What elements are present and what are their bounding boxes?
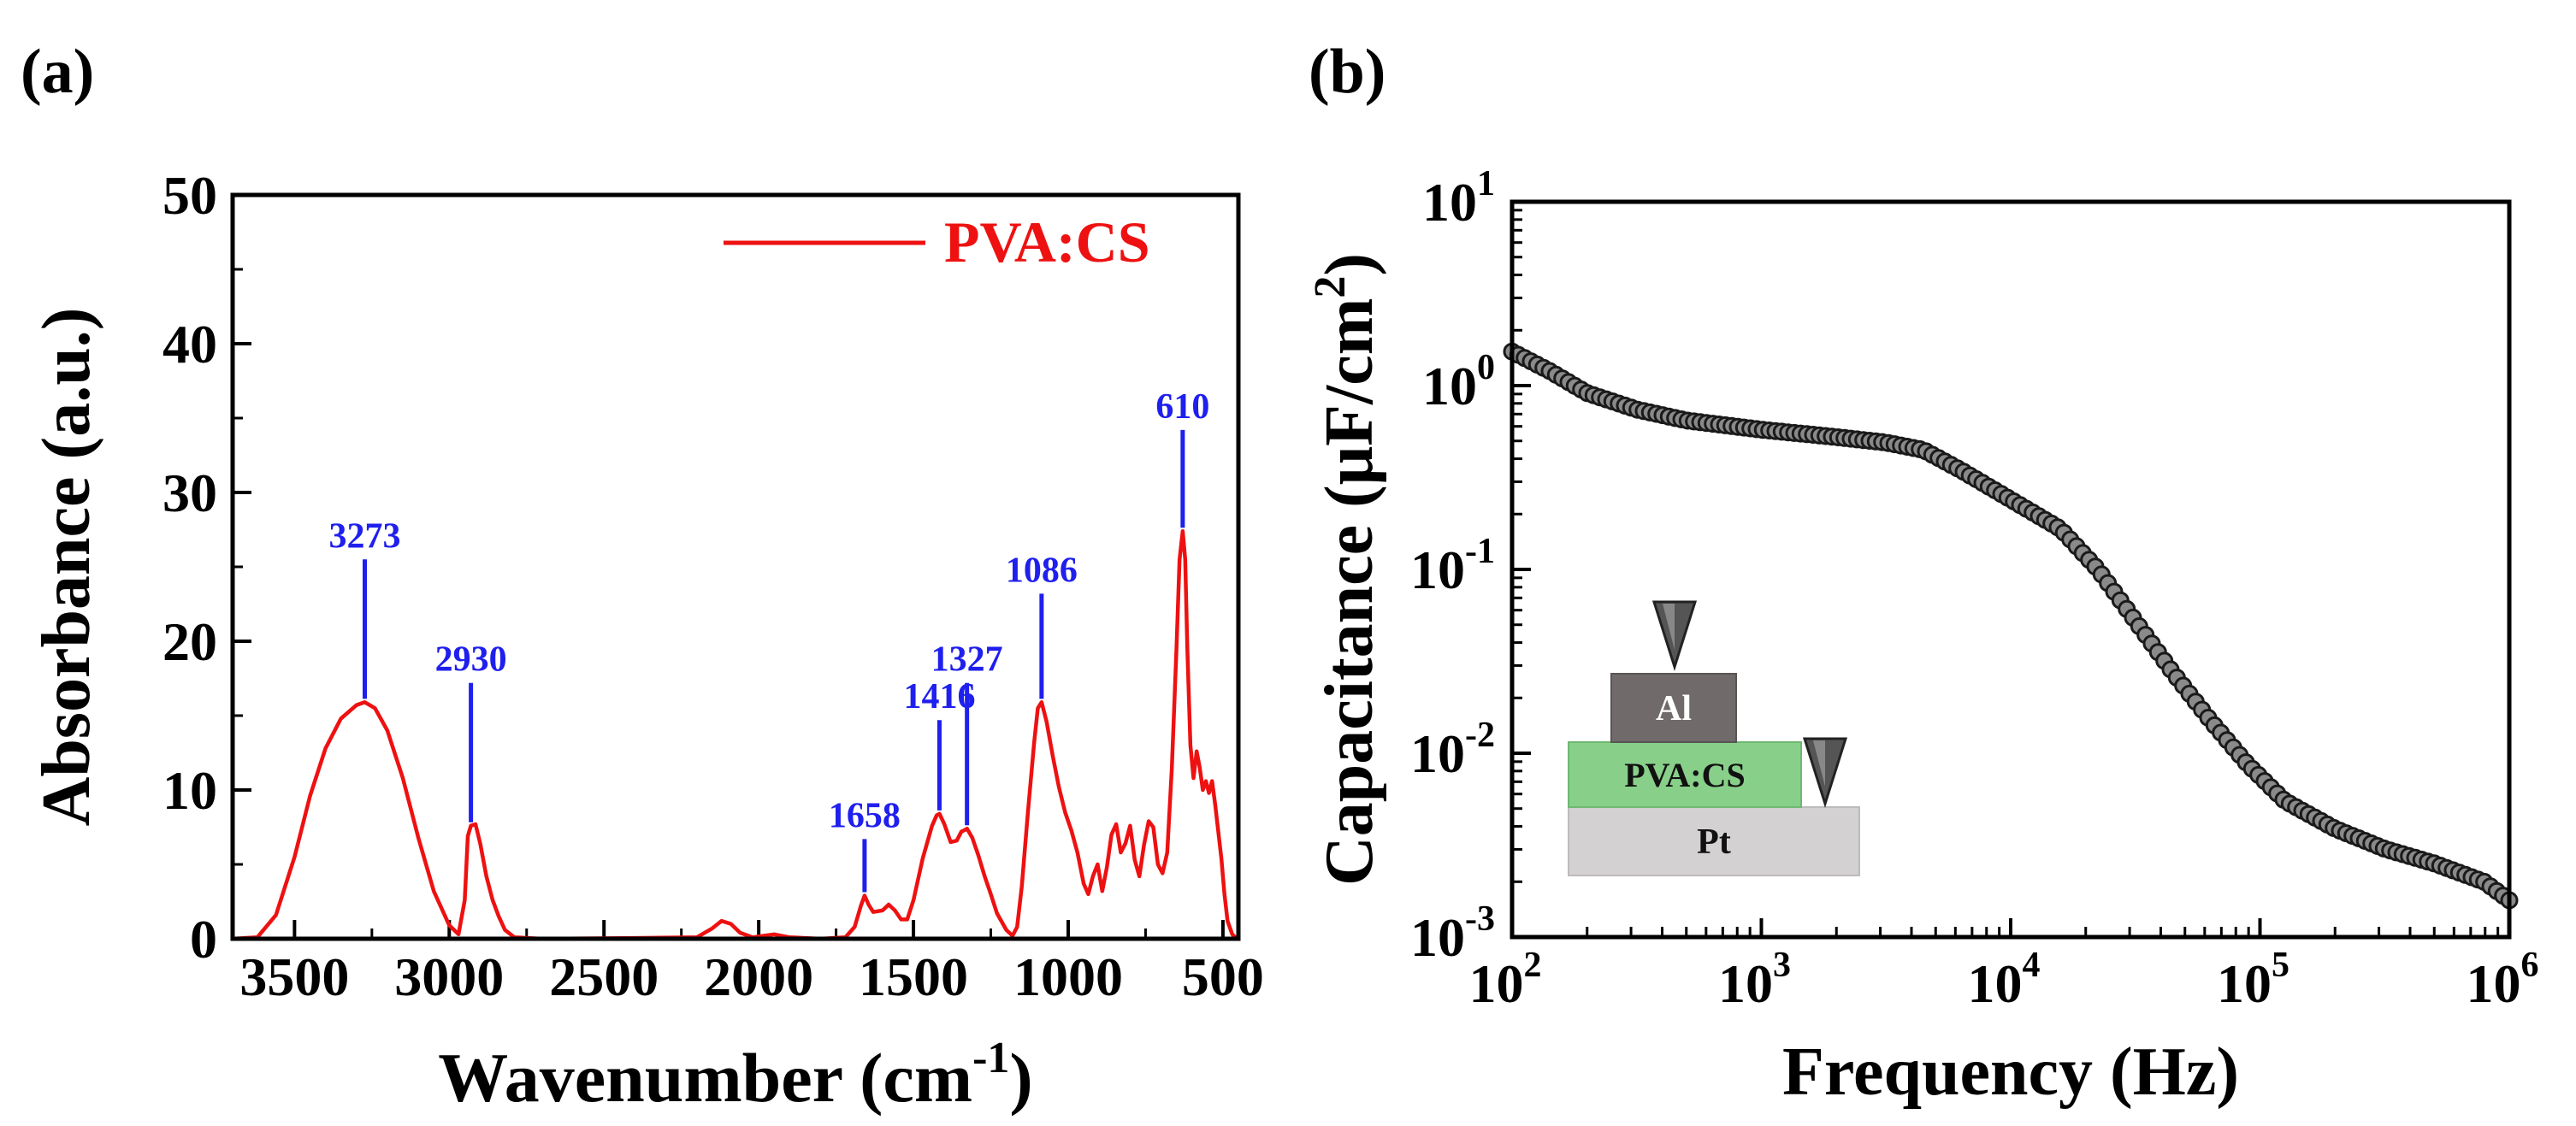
inset-layer-pt-label: Pt bbox=[1697, 822, 1731, 862]
peak-label: 1086 bbox=[1006, 551, 1078, 590]
y-tick-label-exponent: -1 bbox=[1465, 532, 1495, 571]
x-axis-label-text: Wavenumber (cm bbox=[438, 1039, 972, 1117]
x-tick-label-base: 10 bbox=[1968, 953, 2023, 1014]
x-tick-label: 102 bbox=[1469, 946, 1542, 1014]
y-axis-label-close: ) bbox=[1312, 253, 1387, 276]
y-tick-label: 10-2 bbox=[1410, 716, 1495, 784]
y-axis-label-text: Capacitance (μF/cm bbox=[1312, 298, 1387, 886]
x-tick-label-exponent: 4 bbox=[2023, 946, 2041, 985]
y-axis-label-absorbance: Absorbance (a.u.) bbox=[29, 308, 104, 827]
y-tick-label: 10 bbox=[162, 760, 217, 821]
x-tick-label: 3000 bbox=[394, 946, 504, 1007]
x-tick-label: 2500 bbox=[549, 946, 659, 1007]
peak-label: 2930 bbox=[435, 640, 507, 680]
panel-label-b: (b) bbox=[1309, 37, 1385, 107]
x-tick-label: 1000 bbox=[1013, 946, 1123, 1007]
x-tick-label: 3500 bbox=[239, 946, 349, 1007]
inset-layer-pt bbox=[1568, 806, 1860, 876]
x-tick-label: 500 bbox=[1182, 946, 1264, 1007]
inset-layer-pva-cs bbox=[1568, 741, 1802, 808]
x-axis-label-wavenumber: Wavenumber (cm-1) bbox=[438, 1034, 1032, 1117]
y-axis-label-superscript: 2 bbox=[1306, 276, 1355, 298]
y-tick-label: 10-3 bbox=[1410, 899, 1495, 968]
x-tick-label: 106 bbox=[2467, 946, 2539, 1014]
peak-label: 1416 bbox=[903, 677, 975, 716]
y-tick-label-base: 10 bbox=[1410, 907, 1465, 968]
inset-layer-pva-cs-label: PVA:CS bbox=[1624, 756, 1746, 794]
y-tick-label: 101 bbox=[1422, 164, 1495, 233]
y-tick-label-base: 10 bbox=[1410, 723, 1465, 784]
peak-label: 1658 bbox=[829, 796, 901, 835]
y-tick-label-exponent: 1 bbox=[1477, 164, 1495, 203]
x-tick-label: 2000 bbox=[704, 946, 813, 1007]
y-tick-label: 50 bbox=[162, 165, 217, 226]
x-axis-label-frequency: Frequency (Hz) bbox=[1782, 1035, 2239, 1110]
x-axis-label-superscript: -1 bbox=[972, 1034, 1009, 1082]
y-axis-label-capacitance: Capacitance (μF/cm2) bbox=[1306, 253, 1387, 886]
x-tick-label-exponent: 2 bbox=[1524, 946, 1542, 985]
x-tick-label-base: 10 bbox=[1718, 953, 1773, 1014]
series-markers-capacitance bbox=[1503, 342, 2519, 910]
x-tick-label: 105 bbox=[2217, 946, 2289, 1014]
panel-a-tick-labels: 3500 3000 2500 2000 1500 1000 500 0 10 20 30 40 50 bbox=[162, 165, 1264, 1007]
y-tick-label-base: 10 bbox=[1410, 539, 1465, 600]
y-tick-label: 0 bbox=[190, 909, 217, 970]
peak-label: 1327 bbox=[931, 640, 1003, 680]
legend-label-pva-cs: PVA:CS bbox=[944, 209, 1150, 274]
x-tick-label-base: 10 bbox=[1469, 953, 1524, 1014]
panel-a-plot-frame bbox=[230, 192, 1241, 941]
x-tick-label-base: 10 bbox=[2217, 953, 2272, 1014]
chart-panel-a: 3500 3000 2500 2000 1500 1000 500 0 10 20 30 40 50 3… bbox=[29, 165, 1264, 1117]
probe-tip-bottom-highlight bbox=[1813, 740, 1825, 787]
y-tick-label: 40 bbox=[162, 314, 217, 374]
y-tick-label: 100 bbox=[1422, 348, 1495, 416]
x-tick-label-exponent: 3 bbox=[1773, 946, 1791, 985]
y-tick-label-exponent: 0 bbox=[1477, 348, 1495, 387]
device-stack-inset: Pt PVA:CS Al bbox=[1568, 600, 1860, 876]
x-axis-label-close: ) bbox=[1009, 1039, 1032, 1117]
x-tick-label-base: 10 bbox=[2467, 953, 2521, 1014]
y-tick-label: 20 bbox=[162, 611, 217, 672]
x-tick-label: 104 bbox=[1968, 946, 2041, 1014]
inset-layer-al-label: Al bbox=[1656, 689, 1692, 728]
y-tick-label-base: 10 bbox=[1422, 356, 1477, 416]
probe-tip-top-highlight bbox=[1663, 604, 1675, 650]
x-tick-label-exponent: 6 bbox=[2521, 946, 2539, 985]
x-tick-label-exponent: 5 bbox=[2272, 946, 2289, 985]
y-tick-label: 10-1 bbox=[1410, 532, 1495, 600]
inset-layer-al bbox=[1610, 673, 1737, 743]
x-tick-label: 1500 bbox=[859, 946, 968, 1007]
panel-label-a: (a) bbox=[21, 37, 94, 107]
y-tick-label-base: 10 bbox=[1422, 172, 1477, 233]
peak-label: 3273 bbox=[329, 516, 401, 556]
x-tick-label: 103 bbox=[1718, 946, 1791, 1014]
peak-label: 610 bbox=[1155, 387, 1209, 427]
panel-b-plot-frame bbox=[1510, 199, 2512, 940]
y-tick-label: 30 bbox=[162, 463, 217, 523]
y-tick-label-exponent: -2 bbox=[1465, 716, 1495, 755]
y-tick-label-exponent: -3 bbox=[1465, 899, 1495, 939]
series-line-pva-cs bbox=[232, 528, 1238, 941]
